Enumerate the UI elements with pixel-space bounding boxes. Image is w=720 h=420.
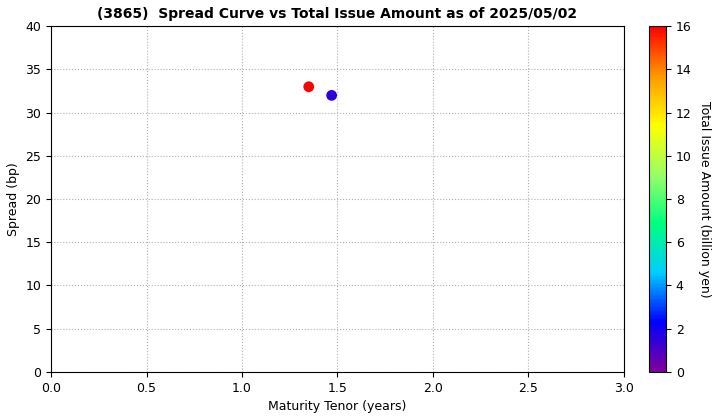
Point: [326, 92, 338, 99]
X-axis label: Maturity Tenor (years): Maturity Tenor (years): [268, 400, 407, 413]
Y-axis label: Spread (bp): Spread (bp): [7, 162, 20, 236]
Title: (3865)  Spread Curve vs Total Issue Amount as of 2025/05/02: (3865) Spread Curve vs Total Issue Amoun…: [97, 7, 577, 21]
Point: [303, 84, 315, 90]
Y-axis label: Total Issue Amount (billion yen): Total Issue Amount (billion yen): [698, 101, 711, 297]
